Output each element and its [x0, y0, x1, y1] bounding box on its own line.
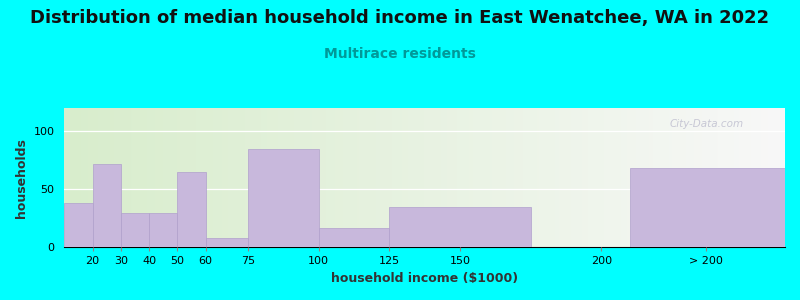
- Y-axis label: households: households: [15, 138, 28, 218]
- Bar: [248, 149, 318, 248]
- Bar: [121, 213, 149, 248]
- Bar: [64, 203, 93, 247]
- Bar: [178, 172, 206, 247]
- Text: City-Data.com: City-Data.com: [670, 119, 744, 129]
- Bar: [318, 228, 390, 247]
- Bar: [390, 207, 530, 248]
- Bar: [630, 168, 785, 248]
- Text: Distribution of median household income in East Wenatchee, WA in 2022: Distribution of median household income …: [30, 9, 770, 27]
- Bar: [149, 213, 178, 248]
- Bar: [206, 238, 248, 248]
- Text: Multirace residents: Multirace residents: [324, 46, 476, 61]
- X-axis label: household income ($1000): household income ($1000): [331, 272, 518, 285]
- Bar: [93, 164, 121, 248]
